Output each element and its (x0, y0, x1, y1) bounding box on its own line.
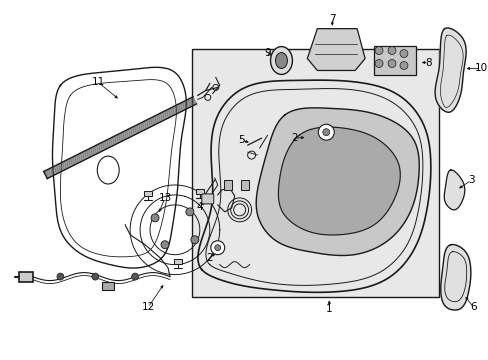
Text: 12: 12 (141, 302, 154, 312)
Ellipse shape (270, 46, 292, 75)
FancyBboxPatch shape (240, 180, 248, 190)
Bar (174, 258, 182, 264)
Circle shape (214, 245, 220, 251)
Circle shape (161, 241, 169, 249)
Circle shape (399, 50, 407, 58)
Text: 5: 5 (238, 135, 244, 145)
Ellipse shape (275, 53, 287, 68)
Circle shape (210, 241, 224, 255)
Text: 8: 8 (425, 58, 431, 68)
FancyBboxPatch shape (102, 282, 114, 289)
Polygon shape (434, 28, 465, 112)
Circle shape (387, 59, 395, 67)
Circle shape (151, 214, 159, 222)
Text: 2: 2 (206, 253, 213, 263)
Text: 11: 11 (91, 77, 105, 87)
FancyBboxPatch shape (373, 46, 415, 76)
Circle shape (57, 273, 64, 280)
Text: 1: 1 (325, 305, 332, 314)
Polygon shape (307, 29, 365, 71)
FancyBboxPatch shape (202, 194, 213, 204)
Text: 3: 3 (468, 175, 474, 185)
Polygon shape (440, 244, 470, 310)
Bar (144, 191, 152, 196)
Circle shape (387, 46, 395, 55)
Polygon shape (278, 127, 400, 235)
Circle shape (399, 62, 407, 69)
Circle shape (131, 273, 138, 280)
Circle shape (322, 129, 329, 136)
Bar (196, 189, 203, 194)
FancyBboxPatch shape (224, 180, 231, 190)
Circle shape (190, 236, 199, 244)
Bar (191, 49, 438, 297)
Circle shape (185, 208, 193, 216)
Text: 9: 9 (264, 48, 270, 58)
Circle shape (374, 46, 382, 55)
Text: 4: 4 (196, 202, 203, 212)
Circle shape (318, 124, 334, 140)
Text: 10: 10 (474, 63, 487, 73)
Text: 13: 13 (158, 193, 171, 203)
Polygon shape (444, 170, 464, 210)
Text: 7: 7 (328, 14, 335, 24)
Text: 6: 6 (469, 302, 476, 312)
Circle shape (92, 273, 99, 280)
Circle shape (374, 59, 382, 67)
Text: 2: 2 (290, 133, 297, 143)
FancyBboxPatch shape (19, 271, 33, 282)
Polygon shape (256, 108, 418, 256)
